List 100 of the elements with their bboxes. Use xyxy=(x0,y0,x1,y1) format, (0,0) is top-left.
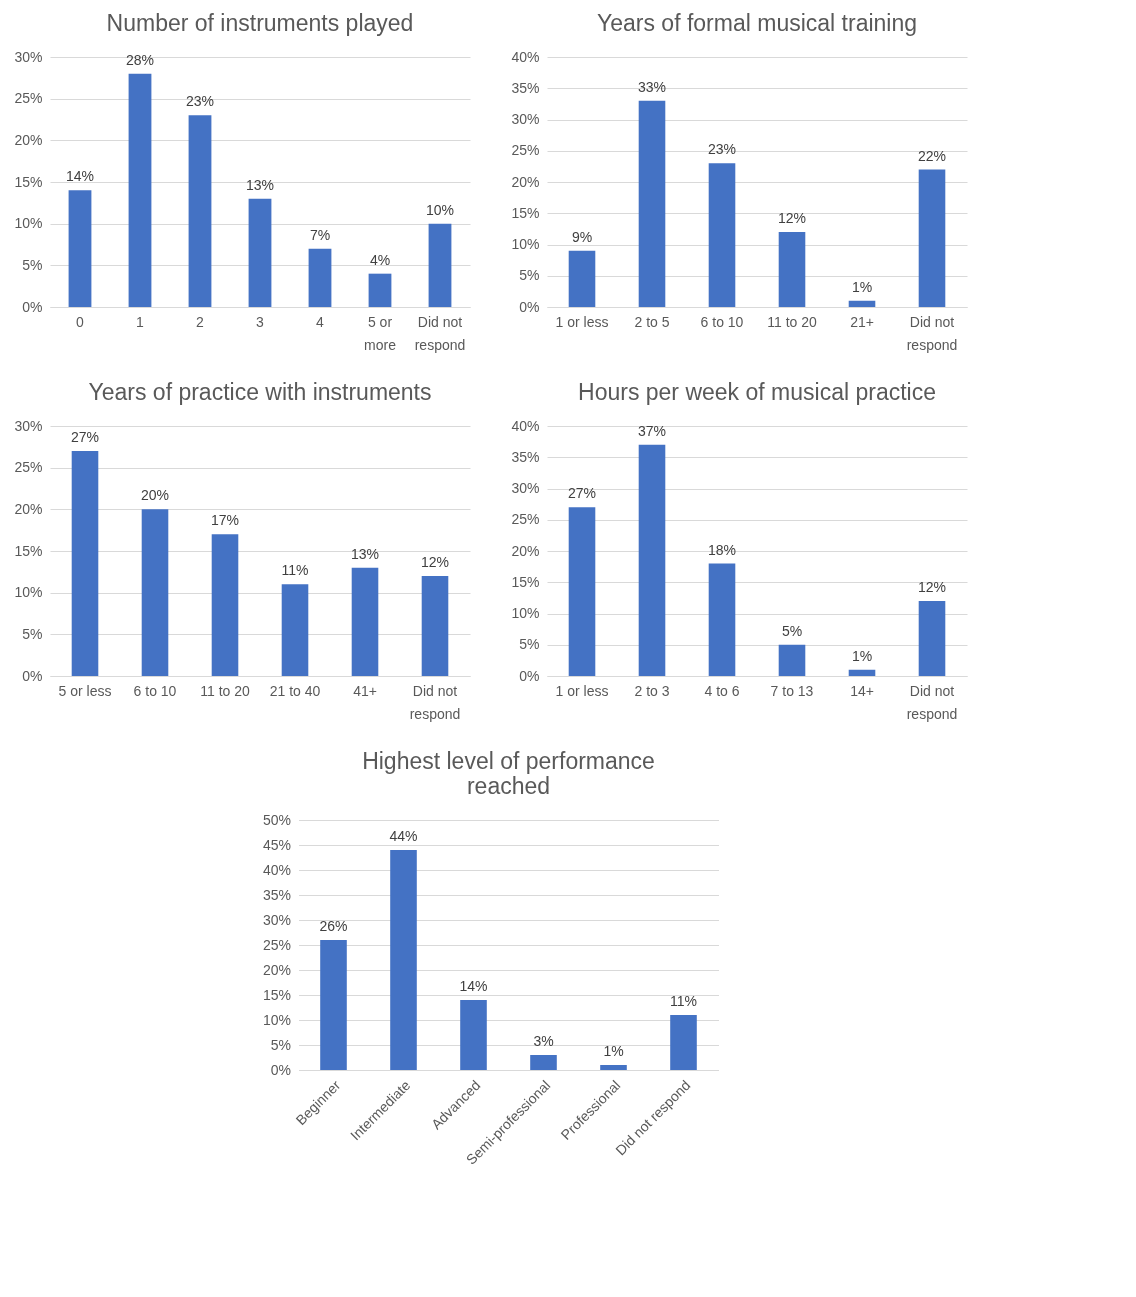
bar xyxy=(530,1055,557,1070)
y-tick-label: 20% xyxy=(14,500,43,517)
x-tick-label: 6 to 10 xyxy=(133,682,177,699)
data-label: 12% xyxy=(777,210,807,226)
bar xyxy=(568,250,596,307)
data-label: 11% xyxy=(670,993,697,1009)
y-tick-label: 15% xyxy=(14,542,43,559)
bar xyxy=(390,850,417,1070)
y-tick-label: 10% xyxy=(511,605,540,621)
y-tick-label: 10% xyxy=(511,236,540,252)
y-tick-label: 30% xyxy=(511,480,540,496)
bar xyxy=(71,451,99,676)
y-tick-label: 35% xyxy=(511,79,540,96)
bar xyxy=(778,232,806,307)
x-tick-label: 41+ xyxy=(353,682,377,699)
y-tick-label: 5% xyxy=(22,256,43,273)
y-tick-label: 40% xyxy=(262,861,291,878)
data-label: 1% xyxy=(603,1043,624,1059)
x-tick-label: 3 xyxy=(256,313,265,330)
bar xyxy=(308,248,332,307)
x-tick-label: 5 or more xyxy=(364,313,397,353)
x-tick-label: Did not respond xyxy=(414,313,466,353)
x-tick-label: 2 xyxy=(196,313,205,330)
x-tick-label: 2 to 3 xyxy=(634,682,670,699)
y-tick-label: 0% xyxy=(519,298,540,315)
y-tick-label: 0% xyxy=(22,298,43,315)
bar xyxy=(368,273,392,307)
y-tick-label: 25% xyxy=(511,142,540,159)
x-tick-label: 5 or less xyxy=(58,682,112,699)
data-label: 28% xyxy=(125,51,155,68)
data-label: 14% xyxy=(459,978,488,994)
x-tick-label: 21 to 40 xyxy=(269,682,321,699)
x-tick-label: 6 to 10 xyxy=(700,313,744,330)
x-tick-label: 21+ xyxy=(850,313,874,330)
data-label: 44% xyxy=(389,828,418,844)
data-label: 22% xyxy=(917,147,947,164)
y-tick-label: 30% xyxy=(14,48,43,65)
y-tick-label: 5% xyxy=(22,625,43,642)
y-tick-label: 45% xyxy=(262,836,291,853)
bar xyxy=(638,100,666,307)
x-tick-label: 11 to 20 xyxy=(200,682,250,699)
y-tick-label: 20% xyxy=(262,961,291,978)
x-tick-label: 2 to 5 xyxy=(634,313,670,330)
y-tick-label: 0% xyxy=(270,1061,291,1078)
x-tick-label: 14+ xyxy=(850,682,874,699)
data-label: 13% xyxy=(350,545,380,562)
data-label: 12% xyxy=(917,579,947,595)
x-tick-label: Did not respond xyxy=(409,682,461,722)
x-tick-label: Did not respond xyxy=(906,313,958,353)
data-label: 12% xyxy=(420,554,450,570)
y-tick-label: 50% xyxy=(262,811,291,828)
x-tick-label: 1 xyxy=(136,313,145,330)
y-tick-label: 20% xyxy=(511,542,540,559)
bar xyxy=(128,73,152,307)
chart-title: Number of instruments played xyxy=(106,10,414,36)
data-label: 33% xyxy=(637,78,667,95)
data-label: 20% xyxy=(140,487,170,504)
x-tick-label: 7 to 13 xyxy=(770,682,814,699)
chart-title: Highest level of performance reached xyxy=(362,748,655,799)
y-tick-label: 25% xyxy=(511,511,540,528)
x-tick-label: Did not respond xyxy=(906,682,958,722)
data-label: 1% xyxy=(851,278,873,295)
y-tick-label: 15% xyxy=(262,986,291,1003)
x-tick-label: 1 or less xyxy=(555,313,609,330)
bar xyxy=(600,1065,627,1070)
bar xyxy=(848,300,876,307)
y-tick-label: 20% xyxy=(14,131,43,148)
bar xyxy=(638,444,666,676)
y-tick-label: 15% xyxy=(511,573,540,590)
x-tick-label: 0 xyxy=(76,313,85,330)
bar xyxy=(708,163,736,307)
data-label: 10% xyxy=(425,201,455,218)
data-label: 9% xyxy=(571,228,593,245)
y-tick-label: 10% xyxy=(14,215,43,232)
data-label: 23% xyxy=(707,141,737,158)
y-tick-label: 0% xyxy=(519,667,540,684)
data-label: 5% xyxy=(781,622,803,639)
data-label: 18% xyxy=(707,541,737,558)
y-tick-label: 10% xyxy=(14,584,43,601)
data-label: 37% xyxy=(637,422,667,439)
y-tick-label: 5% xyxy=(519,636,540,653)
bar xyxy=(211,534,239,676)
y-tick-label: 15% xyxy=(511,204,540,221)
bar xyxy=(428,223,452,307)
data-label: 1% xyxy=(851,647,873,664)
bar xyxy=(460,1000,487,1070)
bar xyxy=(848,669,876,676)
bar xyxy=(568,507,596,676)
y-tick-label: 15% xyxy=(14,173,43,190)
data-label: 27% xyxy=(70,429,100,445)
data-label: 23% xyxy=(185,93,215,110)
data-label: 13% xyxy=(245,176,275,193)
y-tick-label: 5% xyxy=(519,267,540,284)
bar xyxy=(141,509,169,676)
y-tick-label: 10% xyxy=(262,1011,291,1028)
chart-title: Years of practice with instruments xyxy=(88,379,432,405)
y-tick-label: 40% xyxy=(511,48,540,65)
bar xyxy=(670,1015,697,1070)
x-tick-label: 4 xyxy=(316,313,325,330)
y-tick-label: 25% xyxy=(14,90,43,107)
